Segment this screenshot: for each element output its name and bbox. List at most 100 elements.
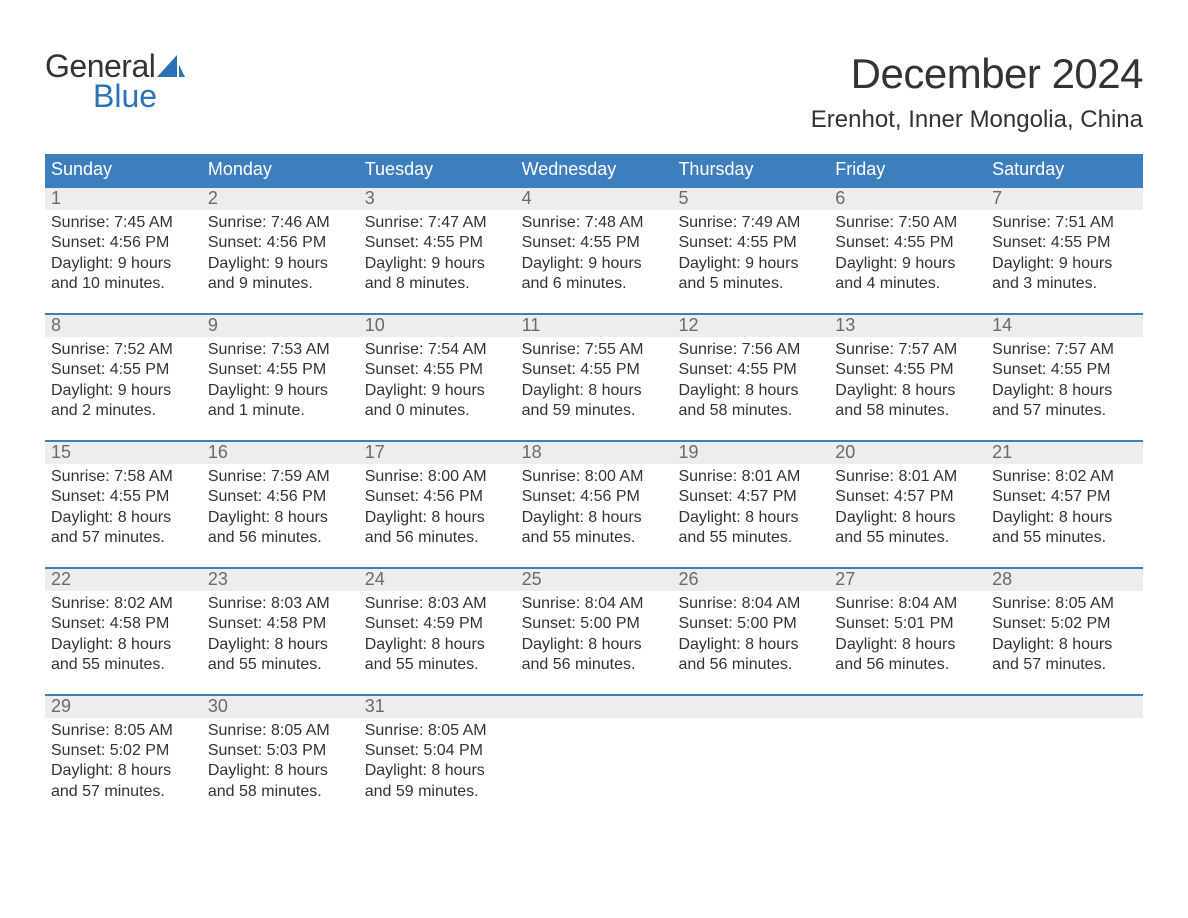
daylight-line-1: Daylight: 8 hours — [835, 508, 980, 528]
day-cell: 27Sunrise: 8:04 AMSunset: 5:01 PMDayligh… — [829, 569, 986, 676]
daylight-line-2: and 57 minutes. — [51, 782, 196, 802]
day-number: 13 — [829, 315, 986, 337]
sunset-line: Sunset: 5:00 PM — [678, 614, 823, 634]
day-number: 25 — [516, 569, 673, 591]
day-body: Sunrise: 7:53 AMSunset: 4:55 PMDaylight:… — [202, 337, 359, 422]
day-cell: 14Sunrise: 7:57 AMSunset: 4:55 PMDayligh… — [986, 315, 1143, 422]
daylight-line-2: and 55 minutes. — [835, 528, 980, 548]
daylight-line-1: Daylight: 8 hours — [208, 508, 353, 528]
sunset-line: Sunset: 4:58 PM — [51, 614, 196, 634]
day-number: 3 — [359, 188, 516, 210]
sunset-line: Sunset: 4:55 PM — [51, 360, 196, 380]
day-body: Sunrise: 7:56 AMSunset: 4:55 PMDaylight:… — [672, 337, 829, 422]
day-number: 31 — [359, 696, 516, 718]
sunset-line: Sunset: 5:00 PM — [522, 614, 667, 634]
sunset-line: Sunset: 5:03 PM — [208, 741, 353, 761]
day-body: Sunrise: 8:02 AMSunset: 4:57 PMDaylight:… — [986, 464, 1143, 549]
week-row: 29Sunrise: 8:05 AMSunset: 5:02 PMDayligh… — [45, 694, 1143, 803]
day-cell: 17Sunrise: 8:00 AMSunset: 4:56 PMDayligh… — [359, 442, 516, 549]
sunrise-line: Sunrise: 7:51 AM — [992, 213, 1137, 233]
daylight-line-2: and 1 minute. — [208, 401, 353, 421]
daylight-line-2: and 10 minutes. — [51, 274, 196, 294]
page-header: General Blue December 2024 Erenhot, Inne… — [45, 50, 1143, 134]
month-title: December 2024 — [811, 50, 1143, 98]
daylight-line-2: and 55 minutes. — [208, 655, 353, 675]
day-number: 16 — [202, 442, 359, 464]
sunrise-line: Sunrise: 7:55 AM — [522, 340, 667, 360]
sunset-line: Sunset: 4:59 PM — [365, 614, 510, 634]
day-number: . — [516, 696, 673, 718]
day-cell: 24Sunrise: 8:03 AMSunset: 4:59 PMDayligh… — [359, 569, 516, 676]
weekday-header: Monday — [202, 154, 359, 186]
day-body: Sunrise: 7:46 AMSunset: 4:56 PMDaylight:… — [202, 210, 359, 295]
week-row: 15Sunrise: 7:58 AMSunset: 4:55 PMDayligh… — [45, 440, 1143, 549]
daylight-line-2: and 0 minutes. — [365, 401, 510, 421]
daylight-line-2: and 56 minutes. — [835, 655, 980, 675]
sunrise-line: Sunrise: 8:04 AM — [678, 594, 823, 614]
weeks-container: 1Sunrise: 7:45 AMSunset: 4:56 PMDaylight… — [45, 186, 1143, 802]
day-cell: 6Sunrise: 7:50 AMSunset: 4:55 PMDaylight… — [829, 188, 986, 295]
sunset-line: Sunset: 4:55 PM — [208, 360, 353, 380]
daylight-line-1: Daylight: 8 hours — [208, 761, 353, 781]
day-number: 18 — [516, 442, 673, 464]
day-body: Sunrise: 8:04 AMSunset: 5:00 PMDaylight:… — [516, 591, 673, 676]
sunrise-line: Sunrise: 8:05 AM — [51, 721, 196, 741]
logo: General Blue — [45, 50, 185, 112]
sunset-line: Sunset: 4:56 PM — [51, 233, 196, 253]
sunset-line: Sunset: 4:55 PM — [522, 233, 667, 253]
day-number: 9 — [202, 315, 359, 337]
day-cell: 1Sunrise: 7:45 AMSunset: 4:56 PMDaylight… — [45, 188, 202, 295]
sunset-line: Sunset: 4:55 PM — [522, 360, 667, 380]
day-number: 10 — [359, 315, 516, 337]
day-cell: 11Sunrise: 7:55 AMSunset: 4:55 PMDayligh… — [516, 315, 673, 422]
day-number: 8 — [45, 315, 202, 337]
daylight-line-2: and 57 minutes. — [992, 401, 1137, 421]
sunrise-line: Sunrise: 8:01 AM — [835, 467, 980, 487]
daylight-line-1: Daylight: 9 hours — [365, 381, 510, 401]
weekday-header: Saturday — [986, 154, 1143, 186]
day-number: 6 — [829, 188, 986, 210]
sunset-line: Sunset: 4:57 PM — [678, 487, 823, 507]
day-cell: 25Sunrise: 8:04 AMSunset: 5:00 PMDayligh… — [516, 569, 673, 676]
day-cell: 18Sunrise: 8:00 AMSunset: 4:56 PMDayligh… — [516, 442, 673, 549]
weekday-header: Friday — [829, 154, 986, 186]
daylight-line-1: Daylight: 8 hours — [365, 635, 510, 655]
daylight-line-2: and 57 minutes. — [992, 655, 1137, 675]
day-number: 21 — [986, 442, 1143, 464]
daylight-line-1: Daylight: 8 hours — [365, 761, 510, 781]
daylight-line-1: Daylight: 9 hours — [208, 381, 353, 401]
day-body: Sunrise: 7:51 AMSunset: 4:55 PMDaylight:… — [986, 210, 1143, 295]
daylight-line-2: and 55 minutes. — [522, 528, 667, 548]
sunrise-line: Sunrise: 8:05 AM — [365, 721, 510, 741]
daylight-line-2: and 59 minutes. — [365, 782, 510, 802]
day-number: 15 — [45, 442, 202, 464]
day-body: Sunrise: 8:05 AMSunset: 5:02 PMDaylight:… — [45, 718, 202, 803]
daylight-line-1: Daylight: 8 hours — [835, 635, 980, 655]
daylight-line-1: Daylight: 8 hours — [992, 381, 1137, 401]
sunrise-line: Sunrise: 8:03 AM — [365, 594, 510, 614]
sunset-line: Sunset: 4:55 PM — [835, 360, 980, 380]
day-body: Sunrise: 7:59 AMSunset: 4:56 PMDaylight:… — [202, 464, 359, 549]
daylight-line-1: Daylight: 8 hours — [678, 381, 823, 401]
sunrise-line: Sunrise: 7:46 AM — [208, 213, 353, 233]
daylight-line-1: Daylight: 8 hours — [51, 761, 196, 781]
sunrise-line: Sunrise: 7:53 AM — [208, 340, 353, 360]
logo-text-blue: Blue — [45, 80, 185, 112]
sunset-line: Sunset: 4:55 PM — [678, 360, 823, 380]
daylight-line-1: Daylight: 8 hours — [51, 508, 196, 528]
day-number: 26 — [672, 569, 829, 591]
day-number: . — [672, 696, 829, 718]
sunrise-line: Sunrise: 8:04 AM — [835, 594, 980, 614]
day-body: Sunrise: 7:58 AMSunset: 4:55 PMDaylight:… — [45, 464, 202, 549]
sunrise-line: Sunrise: 7:59 AM — [208, 467, 353, 487]
daylight-line-2: and 2 minutes. — [51, 401, 196, 421]
daylight-line-1: Daylight: 9 hours — [365, 254, 510, 274]
day-body: Sunrise: 8:00 AMSunset: 4:56 PMDaylight:… — [516, 464, 673, 549]
day-cell: 8Sunrise: 7:52 AMSunset: 4:55 PMDaylight… — [45, 315, 202, 422]
sunset-line: Sunset: 5:02 PM — [992, 614, 1137, 634]
day-cell: 16Sunrise: 7:59 AMSunset: 4:56 PMDayligh… — [202, 442, 359, 549]
day-body: Sunrise: 7:57 AMSunset: 4:55 PMDaylight:… — [986, 337, 1143, 422]
daylight-line-1: Daylight: 8 hours — [522, 508, 667, 528]
day-cell: 30Sunrise: 8:05 AMSunset: 5:03 PMDayligh… — [202, 696, 359, 803]
weekday-header: Sunday — [45, 154, 202, 186]
